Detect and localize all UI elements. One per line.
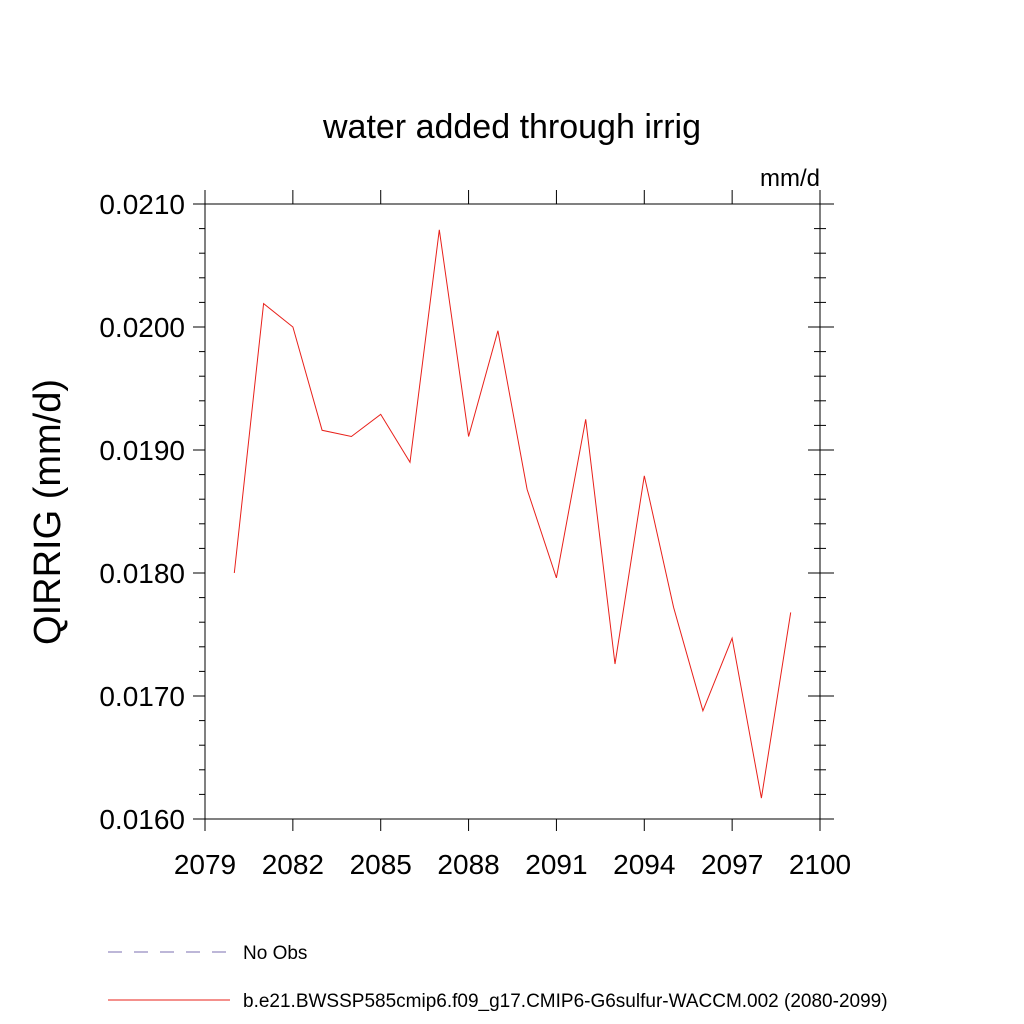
y-tick-label: 0.0200 bbox=[99, 312, 185, 343]
x-tick-label: 2088 bbox=[437, 849, 499, 880]
x-tick-label: 2097 bbox=[701, 849, 763, 880]
legend: No Obs b.e21.BWSSP585cmip6.f09_g17.CMIP6-… bbox=[108, 943, 888, 1012]
x-tick-label: 2091 bbox=[525, 849, 587, 880]
series-layer bbox=[233, 229, 792, 799]
x-tick-label: 2082 bbox=[262, 849, 324, 880]
axis-ticks bbox=[193, 190, 834, 831]
x-tick-label: 2085 bbox=[350, 849, 412, 880]
series-line bbox=[233, 229, 792, 799]
units-label: mm/d bbox=[760, 165, 820, 192]
y-tick-label: 0.0180 bbox=[99, 558, 185, 589]
legend-label: b.e21.BWSSP585cmip6.f09_g17.CMIP6-G6sulf… bbox=[243, 991, 888, 1012]
chart-title: water added through irrig bbox=[322, 108, 701, 146]
axis-tick-labels: 2079 2082 2085 2088 2091 2094 2097 2100 0.0160 0.… bbox=[99, 189, 851, 880]
y-tick-label: 0.0170 bbox=[99, 681, 185, 712]
legend-label: No Obs bbox=[243, 943, 307, 964]
y-tick-label: 0.0160 bbox=[99, 804, 185, 835]
plot-frame bbox=[204, 203, 821, 820]
x-tick-label: 2100 bbox=[789, 849, 851, 880]
y-tick-label: 0.0210 bbox=[99, 189, 185, 220]
x-tick-label: 2079 bbox=[174, 849, 236, 880]
x-tick-label: 2094 bbox=[613, 849, 675, 880]
y-tick-label: 0.0190 bbox=[99, 435, 185, 466]
y-axis-label: QIRRIG (mm/d) bbox=[27, 379, 69, 645]
